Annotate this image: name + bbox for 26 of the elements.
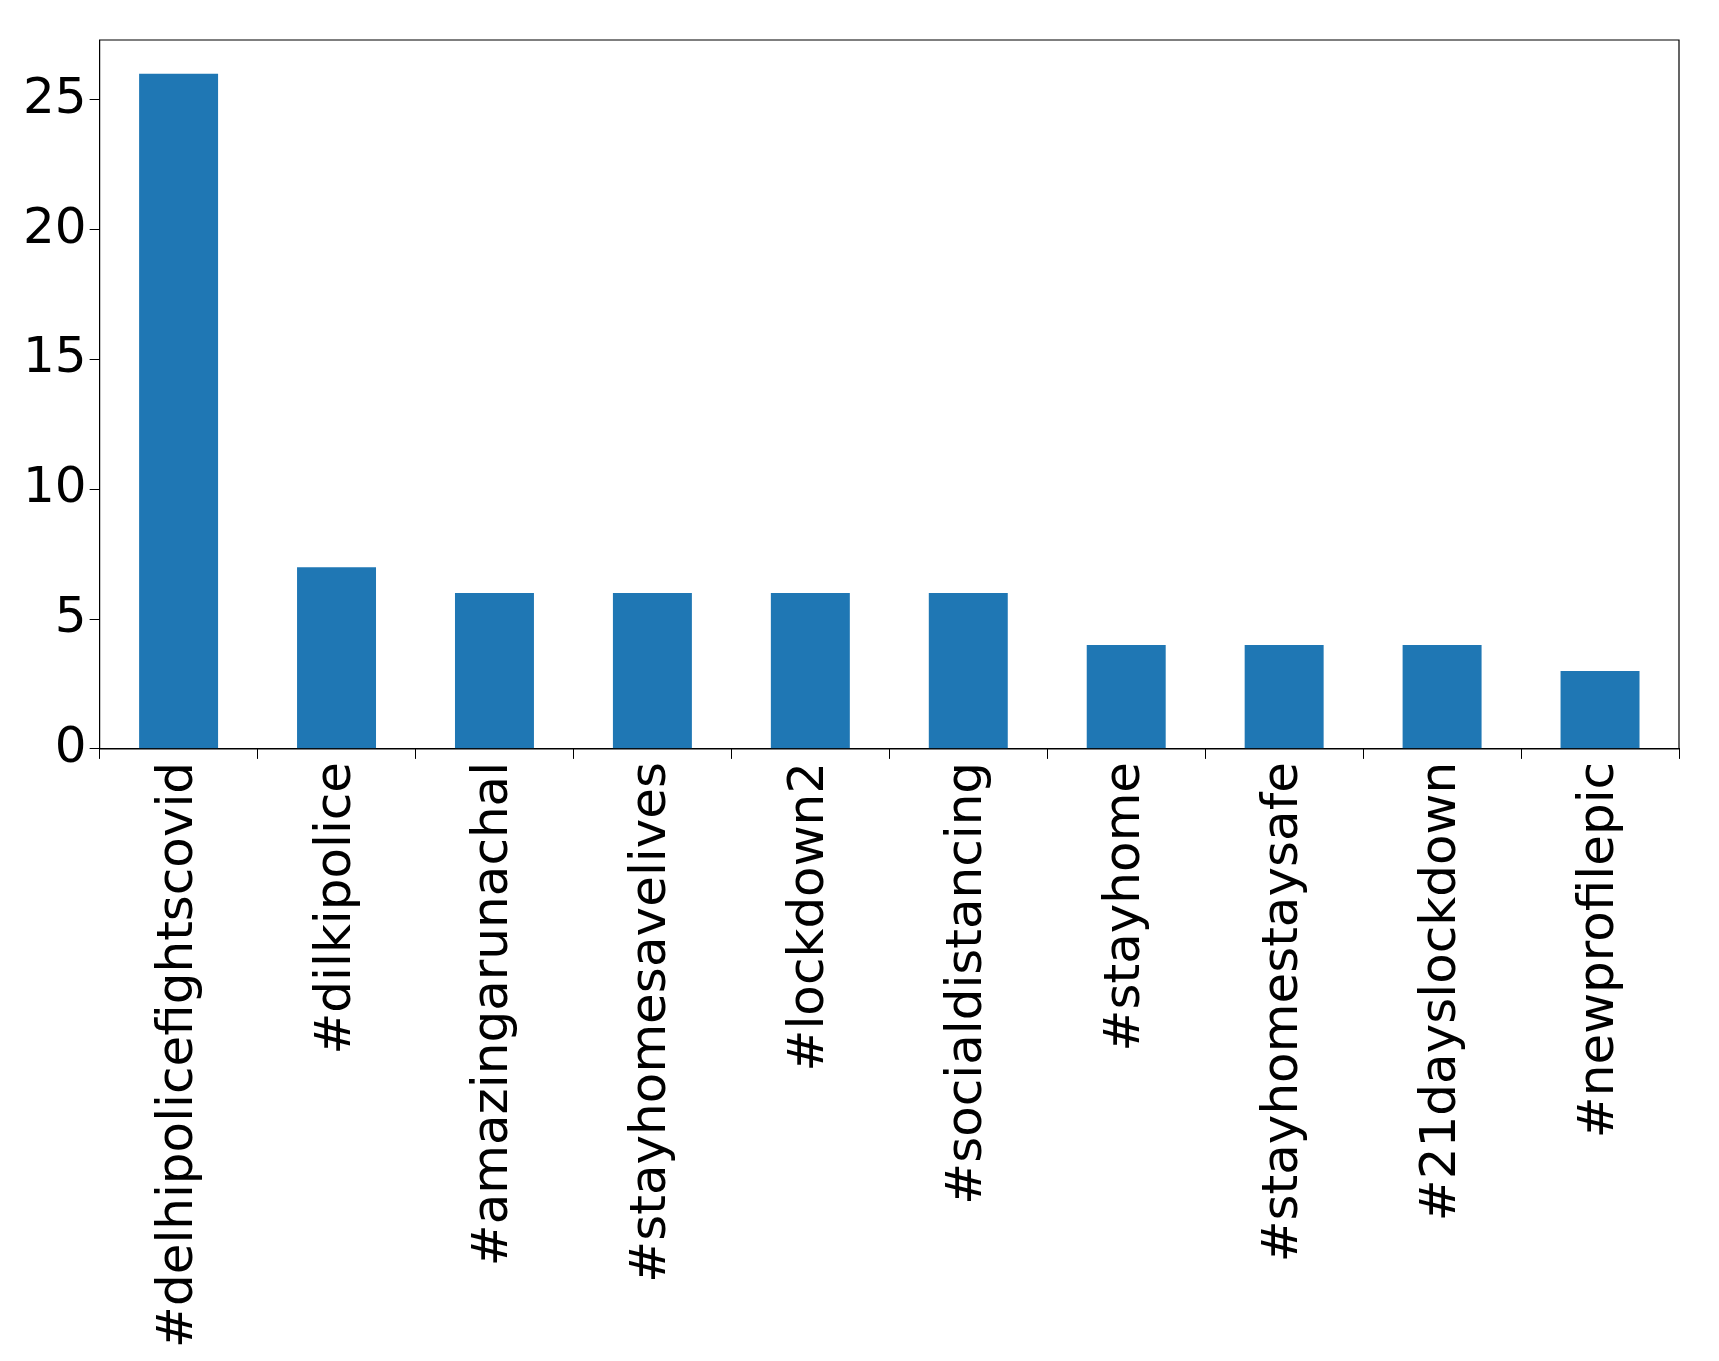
x-tick-label: #newprofilepic: [1567, 761, 1626, 1139]
x-tick-label: #stayhomesavelives: [619, 761, 678, 1283]
x-tick-label: #lockdown2: [777, 761, 836, 1072]
bar: [1244, 645, 1324, 749]
bar: [928, 593, 1008, 749]
y-tick-label: 20: [23, 196, 87, 255]
bar: [297, 567, 377, 749]
y-tick-label: 0: [54, 715, 87, 774]
x-tick-label: #stayhome: [1093, 761, 1152, 1052]
x-tick-label: #21dayslockdown: [1409, 761, 1468, 1222]
bar: [454, 593, 534, 749]
y-tick-label: 10: [23, 456, 87, 515]
y-tick-label: 15: [23, 326, 87, 385]
bar: [770, 593, 850, 749]
bar: [1560, 670, 1640, 749]
bar: [612, 593, 692, 749]
x-tick-label: #amazingarunachal: [461, 761, 520, 1267]
y-tick-label: 25: [23, 66, 87, 125]
x-tick-label: #stayhomestaysafe: [1251, 761, 1310, 1263]
y-tick-label: 5: [54, 586, 87, 645]
x-tick-label: #dilkipolice: [303, 761, 362, 1055]
x-tick-label: #socialdistancing: [935, 761, 994, 1205]
bar: [1086, 645, 1166, 749]
bar: [139, 73, 219, 749]
bar: [1402, 645, 1482, 749]
x-tick-label: #delhipolicefightscovid: [145, 761, 204, 1348]
